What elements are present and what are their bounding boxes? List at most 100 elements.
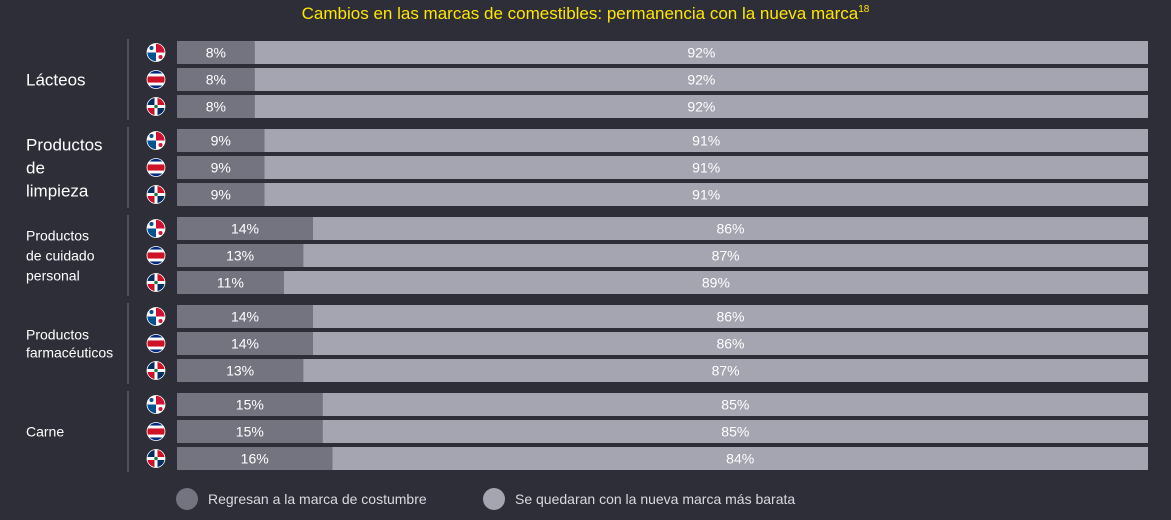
data-label-stayed: 92% [687, 72, 715, 88]
flag-blue-quarter [157, 460, 165, 468]
flag-body [147, 246, 165, 265]
legend-item-returned: Regresan a la marca de costumbre [176, 487, 427, 511]
flag-red-band [147, 164, 165, 171]
flag-border [146, 273, 166, 292]
flag-red-band [147, 428, 165, 435]
data-label-returned: 16% [241, 451, 269, 467]
bar-stayed-segment [254, 95, 1148, 118]
category-label-line: farmacéuticos [26, 344, 113, 360]
costa-rica-flag-icon [146, 334, 166, 353]
flag-red-star [158, 55, 163, 59]
data-label-returned: 14% [231, 336, 259, 352]
bar-stayed-segment [264, 156, 1148, 179]
flag-blue-star [149, 134, 154, 138]
bar-stayed-segment [322, 393, 1148, 416]
flag-red-star [158, 319, 163, 323]
flag-red-star [158, 231, 163, 235]
legend-swatch-returned [176, 488, 198, 510]
flag-body [147, 185, 165, 204]
data-label-stayed: 91% [692, 133, 720, 149]
category-label-line: Productos [26, 326, 89, 342]
flag-blue-quarter [147, 140, 156, 150]
flag-blue-quarter [147, 316, 156, 326]
panama-flag-icon [146, 131, 166, 150]
chart-title-footnote: 18 [858, 4, 870, 15]
flag-blue-quarter [147, 185, 155, 193]
flag-blue-quarter [157, 372, 165, 380]
data-label-returned: 13% [226, 248, 254, 264]
flag-border [146, 395, 166, 414]
bar-returned-segment [177, 420, 323, 443]
bar-returned-segment [177, 217, 313, 240]
costa-rica-flag-icon [146, 158, 166, 177]
flag-red-quarter [156, 43, 165, 53]
category-label: Carne [26, 423, 64, 439]
category-label-line: de [26, 158, 45, 177]
legend-label-returned: Regresan a la marca de costumbre [208, 491, 427, 507]
flag-blue-star [149, 222, 154, 226]
data-label-returned: 11% [217, 275, 244, 291]
data-label-returned: 15% [236, 424, 264, 440]
flag-border [146, 43, 166, 62]
flag-red-quarter [156, 395, 165, 405]
chart-title-text: Cambios en las marcas de comestibles: pe… [301, 4, 859, 23]
dominican-republic-flag-icon [146, 97, 166, 116]
flag-border [146, 246, 166, 265]
flag-border [146, 449, 166, 468]
data-label-returned: 8% [206, 99, 226, 115]
legend-swatch-stayed [483, 488, 505, 510]
bar-stayed-segment [312, 217, 1148, 240]
flag-body [147, 395, 165, 414]
flag-red-quarter [147, 284, 155, 292]
flag-body [147, 70, 165, 89]
flag-blue-star [149, 310, 154, 314]
data-label-returned: 9% [211, 187, 231, 203]
bar-returned-segment [177, 271, 284, 294]
flag-red-quarter [156, 219, 165, 229]
costa-rica-flag-icon [146, 70, 166, 89]
panama-flag-icon [146, 307, 166, 326]
data-label-returned: 13% [226, 363, 254, 379]
data-label-returned: 9% [211, 160, 231, 176]
category-label: Lácteos [26, 70, 86, 89]
chart-title: Cambios en las marcas de comestibles: pe… [0, 4, 1171, 24]
bar-returned-segment [177, 305, 313, 328]
data-label-stayed: 91% [692, 187, 720, 203]
flag-body [147, 219, 165, 238]
flag-border [146, 158, 166, 177]
bar-stayed-segment [303, 359, 1149, 382]
data-label-returned: 9% [211, 133, 231, 149]
flag-blue-quarter [147, 97, 155, 105]
bar-returned-segment [177, 447, 333, 470]
legend-item-stayed: Se quedaran con la nueva marca más barat… [483, 487, 795, 511]
data-label-returned: 14% [231, 309, 259, 325]
flag-blue-star [149, 398, 154, 402]
flag-body [147, 422, 165, 441]
dominican-republic-flag-icon [146, 185, 166, 204]
flag-body [147, 97, 165, 116]
dominican-republic-flag-icon [146, 449, 166, 468]
category-label-line: Productos [26, 227, 89, 243]
bar-returned-segment [177, 244, 304, 267]
flag-red-quarter [156, 307, 165, 317]
flag-blue-quarter [147, 52, 156, 62]
category-label: Productos de limpieza [26, 135, 103, 200]
flag-blue-quarter [147, 404, 156, 414]
flag-red-quarter [147, 372, 155, 380]
legend-label-stayed: Se quedaran con la nueva marca más barat… [515, 491, 796, 507]
flag-red-band [147, 76, 165, 83]
flag-red-quarter [157, 185, 165, 193]
flag-border [146, 307, 166, 326]
data-label-stayed: 92% [687, 99, 715, 115]
category-label: Productos farmacéuticos [26, 326, 113, 360]
panama-flag-icon [146, 219, 166, 238]
data-label-returned: 8% [206, 45, 226, 61]
bar-stayed-segment [322, 420, 1148, 443]
flag-border [146, 422, 166, 441]
costa-rica-flag-icon [146, 246, 166, 265]
data-label-stayed: 85% [721, 424, 749, 440]
bar-stayed-segment [332, 447, 1148, 470]
flag-body [147, 307, 165, 326]
flag-blue-quarter [147, 449, 155, 457]
category-label-line: de cuidado [26, 247, 95, 263]
